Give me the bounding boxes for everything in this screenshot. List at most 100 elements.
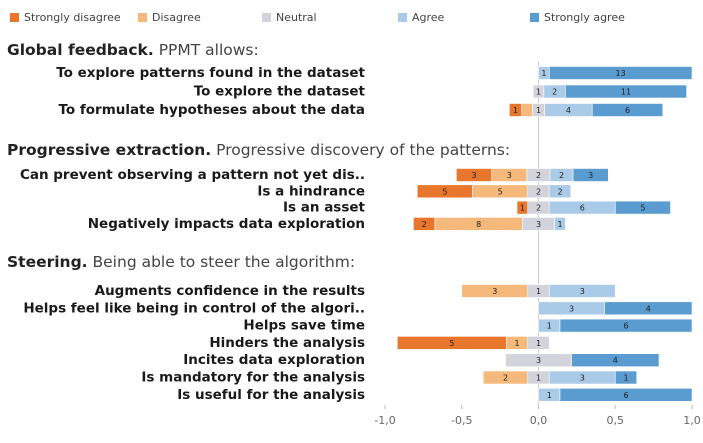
count-label: 5 [640,204,645,213]
section-title-bold: Steering. [7,253,88,271]
x-tick-label: 0,0 [530,414,548,427]
count-label: 1 [520,204,525,213]
legend-swatch [530,13,539,22]
count-label: 3 [569,304,574,313]
count-label: 3 [507,171,512,180]
count-label: 1 [536,339,541,348]
count-label: 1 [536,287,541,296]
legend-label: Disagree [152,11,201,24]
row-label: To formulate hypotheses about the data [59,102,366,118]
count-label: 3 [536,220,541,229]
count-label: 1 [514,339,519,348]
row-label: Hinders the analysis [209,335,365,351]
row-label: Is an asset [283,200,366,216]
count-label: 2 [557,187,562,196]
row-label: Can prevent observing a pattern not yet … [20,167,365,183]
count-label: 2 [536,187,541,196]
section-title-bold: Progressive extraction. [7,141,211,159]
bar-segment [396,336,507,350]
section-subtitle: Progressive discovery of the patterns: [216,141,510,159]
count-label: 2 [559,171,564,180]
row-label: Helps save time [243,318,365,334]
count-label: 1 [513,106,518,115]
legend-swatch [138,13,147,22]
count-label: 1 [541,69,546,78]
count-label: 3 [471,171,476,180]
count-label: 3 [536,356,541,365]
count-label: 2 [552,88,557,97]
count-label: 11 [621,88,631,97]
row-label: Augments confidence in the results [95,283,365,299]
count-label: 1 [623,374,628,383]
bar-segment [548,66,693,80]
row-label: Negatively impacts data exploration [88,216,365,232]
row-label: Is mandatory for the analysis [141,370,365,386]
bar-segment [604,301,693,316]
bar-segment [548,284,616,298]
section-subtitle: Being able to steer the algorithm: [93,253,356,271]
count-label: 4 [566,106,571,115]
count-label: 2 [422,220,427,229]
bar-segment [614,370,638,385]
bar-segment [559,387,693,402]
x-tick-label: -0,5 [451,414,472,427]
bar-segment [521,103,533,117]
section-title: Global feedback. PPMT allows: [7,41,259,59]
count-label: 5 [442,187,447,196]
count-label: 3 [580,287,585,296]
count-label: 5 [498,187,503,196]
legend-label: Neutral [276,11,317,24]
count-label: 6 [580,204,585,213]
count-label: 3 [580,374,585,383]
legend-label: Strongly agree [544,11,625,24]
legend-label: Strongly disagree [24,11,121,24]
row-label: Incites data exploration [183,352,365,368]
section-title-bold: Global feedback. [7,41,154,59]
bar-segment [571,353,660,368]
count-label: 1 [536,106,541,115]
bar-segment [591,103,664,117]
x-tick-label: 0,5 [607,414,625,427]
count-label: 3 [588,171,593,180]
count-label: 6 [623,322,628,331]
bar-segment [456,168,492,182]
legend-label: Agree [412,11,445,24]
bar-segment [572,168,609,182]
count-label: 8 [476,220,481,229]
count-label: 5 [449,339,454,348]
x-tick-label: -1,0 [374,414,395,427]
count-label: 3 [492,287,497,296]
count-label: 2 [536,171,541,180]
count-label: 1 [547,322,552,331]
count-label: 1 [536,88,541,97]
bar-segment [509,103,522,117]
count-label: 6 [625,106,630,115]
legend-swatch [262,13,271,22]
bar-segment [527,336,550,350]
legend-swatch [398,13,407,22]
bar-segment [413,217,436,231]
section-subtitle: PPMT allows: [159,41,259,59]
count-label: 6 [623,391,628,400]
count-label: 4 [646,304,651,313]
row-label: To explore the dataset [194,84,366,100]
bar-segment [565,84,687,99]
count-label: 4 [613,356,618,365]
bar-segment [614,200,671,215]
section-title: Progressive extraction. Progressive disc… [7,141,510,159]
row-label: Is useful for the analysis [177,387,365,403]
bar-segment [559,318,693,333]
row-label: To explore patterns found in the dataset [56,65,365,81]
row-label: Helps feel like being in control of the … [23,300,365,316]
bar-segment [416,184,473,199]
count-label: 1 [536,374,541,383]
legend-swatch [10,13,19,22]
x-tick-label: 1,0 [683,414,701,427]
section-title: Steering. Being able to steer the algori… [7,253,355,271]
bar-segment [548,184,572,199]
count-label: 2 [536,204,541,213]
count-label: 2 [503,374,508,383]
bar-segment [554,217,566,231]
count-label: 13 [616,69,626,78]
